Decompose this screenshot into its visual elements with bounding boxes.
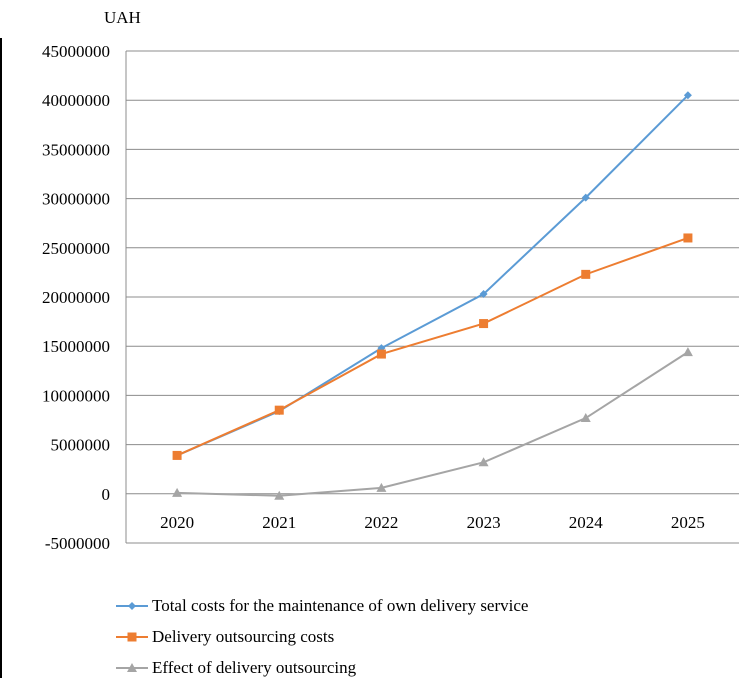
series-line-2 <box>176 237 689 457</box>
data-point-triangle <box>682 347 693 357</box>
data-point-square <box>172 450 182 460</box>
legend-marker <box>127 632 137 641</box>
legend-label: Delivery outsourcing costs <box>152 626 335 646</box>
legend-item: Total costs for the maintenance of own d… <box>114 590 528 621</box>
data-point-square <box>376 349 386 359</box>
legend-diamond-icon <box>114 600 150 612</box>
legend-marker <box>128 601 136 610</box>
y-tick-label: -5000000 <box>45 534 110 553</box>
gridlines <box>125 50 739 544</box>
series-group <box>172 91 693 500</box>
legend: Total costs for the maintenance of own d… <box>114 590 528 683</box>
y-tick-labels: 45000000 40000000 35000000 30000000 25000000… <box>42 42 110 553</box>
data-point-square <box>274 405 284 415</box>
left-border-line <box>0 38 2 678</box>
data-point-square <box>581 269 591 279</box>
legend-item: Delivery outsourcing costs <box>114 621 528 652</box>
x-tick-label: 2020 <box>160 513 194 532</box>
legend-triangle-icon <box>114 662 150 674</box>
legend-label: Total costs for the maintenance of own d… <box>152 595 529 615</box>
data-point-square <box>479 319 489 329</box>
y-tick-label: 45000000 <box>42 42 110 61</box>
legend-marker <box>127 662 137 672</box>
data-point-square <box>683 233 693 243</box>
x-tick-label: 2025 <box>671 513 705 532</box>
data-point-diamond <box>581 193 590 202</box>
legend-label: Effect of delivery outsourcing <box>152 657 357 677</box>
y-tick-label: 5000000 <box>51 436 111 455</box>
x-tick-label: 2022 <box>364 513 398 532</box>
data-point-triangle <box>478 457 489 467</box>
y-tick-label: 20000000 <box>42 288 110 307</box>
data-point-triangle <box>580 413 591 423</box>
series-line-3 <box>177 351 689 497</box>
legend-item: Effect of delivery outsourcing <box>114 652 528 683</box>
data-point-diamond <box>683 91 692 100</box>
x-tick-label: 2024 <box>569 513 604 532</box>
y-tick-label: 15000000 <box>42 337 110 356</box>
x-tick-label: 2023 <box>467 513 501 532</box>
data-point-triangle <box>274 490 285 500</box>
y-tick-label: 30000000 <box>42 190 110 209</box>
y-tick-label: 40000000 <box>42 91 110 110</box>
y-tick-label: 35000000 <box>42 140 110 159</box>
x-tick-labels: 2020 2021 2022 2023 2024 2025 <box>160 513 705 532</box>
y-tick-label: 0 <box>102 485 111 504</box>
line-chart: 45000000 40000000 35000000 30000000 25000000… <box>42 42 739 553</box>
y-tick-label: 25000000 <box>42 239 110 258</box>
data-point-triangle <box>172 487 183 497</box>
legend-square-icon <box>114 631 150 643</box>
x-tick-label: 2021 <box>262 513 296 532</box>
data-point-triangle <box>376 482 387 492</box>
data-point-diamond <box>479 290 488 299</box>
y-tick-label: 10000000 <box>42 386 110 405</box>
y-axis-unit-label: UAH <box>104 8 141 27</box>
